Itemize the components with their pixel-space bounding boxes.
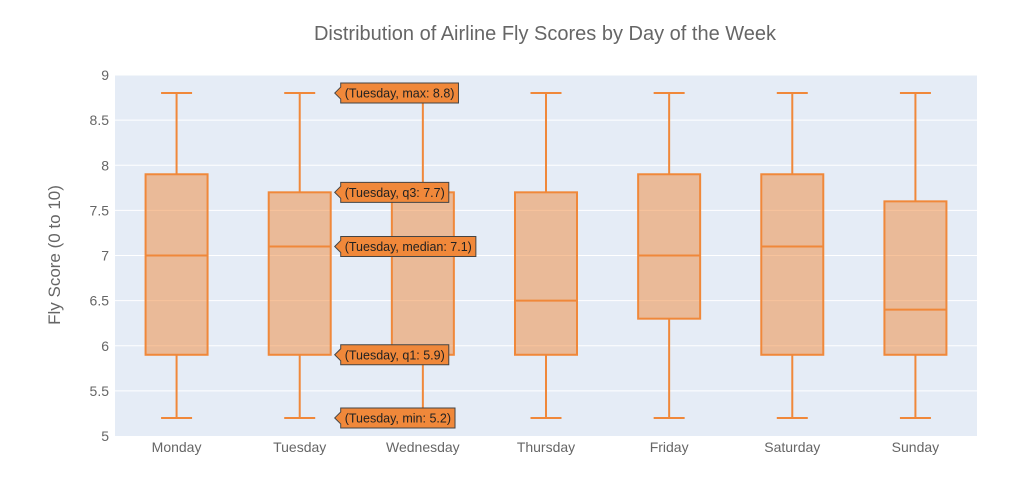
x-tick-label: Friday — [650, 439, 689, 455]
hover-label-text: (Tuesday, q1: 5.9) — [345, 348, 445, 362]
chart-title: Distribution of Airline Fly Scores by Da… — [314, 23, 777, 45]
hover-label-min: (Tuesday, min: 5.2) — [334, 407, 456, 429]
hover-label-text: (Tuesday, q3: 7.7) — [345, 186, 445, 200]
iqr-box — [514, 191, 578, 356]
x-tick-label: Thursday — [517, 439, 575, 455]
y-tick-label: 8.5 — [90, 112, 110, 128]
y-tick-label: 6 — [101, 338, 109, 354]
hover-label-q1: (Tuesday, q1: 5.9) — [334, 344, 450, 366]
y-tick-label: 9 — [101, 67, 109, 83]
box-thursday[interactable] — [514, 92, 578, 419]
hover-label-text: (Tuesday, min: 5.2) — [345, 411, 451, 425]
y-tick-label: 6.5 — [90, 293, 110, 309]
hover-label-q3: (Tuesday, q3: 7.7) — [334, 181, 450, 203]
y-tick-label: 5 — [101, 428, 109, 444]
box-friday[interactable] — [637, 92, 702, 419]
hover-label-bubble — [334, 235, 477, 257]
iqr-box — [760, 173, 825, 356]
box-tuesday[interactable] — [267, 92, 332, 419]
box-saturday[interactable] — [760, 92, 825, 419]
hover-label-text: (Tuesday, max: 8.8) — [345, 87, 455, 101]
hover-label-text: (Tuesday, median: 7.1) — [345, 240, 472, 254]
iqr-box — [267, 191, 332, 356]
iqr-box — [637, 173, 702, 320]
y-tick-label: 7.5 — [90, 202, 110, 218]
box-sunday[interactable] — [883, 92, 948, 419]
x-tick-label: Tuesday — [273, 439, 326, 455]
iqr-box — [390, 191, 455, 356]
hover-label-median: (Tuesday, median: 7.1) — [334, 235, 477, 257]
y-tick-label: 5.5 — [90, 383, 110, 399]
hover-label-bubble — [334, 82, 459, 104]
x-tick-label: Monday — [152, 439, 202, 455]
y-tick-label: 7 — [101, 248, 109, 264]
x-tick-label: Saturday — [764, 439, 820, 455]
hover-label-bubble — [334, 181, 450, 203]
box-monday[interactable] — [144, 92, 209, 419]
x-tick-label: Wednesday — [386, 439, 460, 455]
x-tick-label: Sunday — [892, 439, 939, 455]
hover-label-max: (Tuesday, max: 8.8) — [334, 82, 459, 104]
iqr-box — [883, 200, 948, 356]
hover-label-bubble — [334, 407, 456, 429]
hover-label-bubble — [334, 344, 450, 366]
y-tick-label: 8 — [101, 157, 109, 173]
iqr-box — [144, 173, 209, 356]
y-axis-label: Fly Score (0 to 10) — [45, 185, 64, 325]
